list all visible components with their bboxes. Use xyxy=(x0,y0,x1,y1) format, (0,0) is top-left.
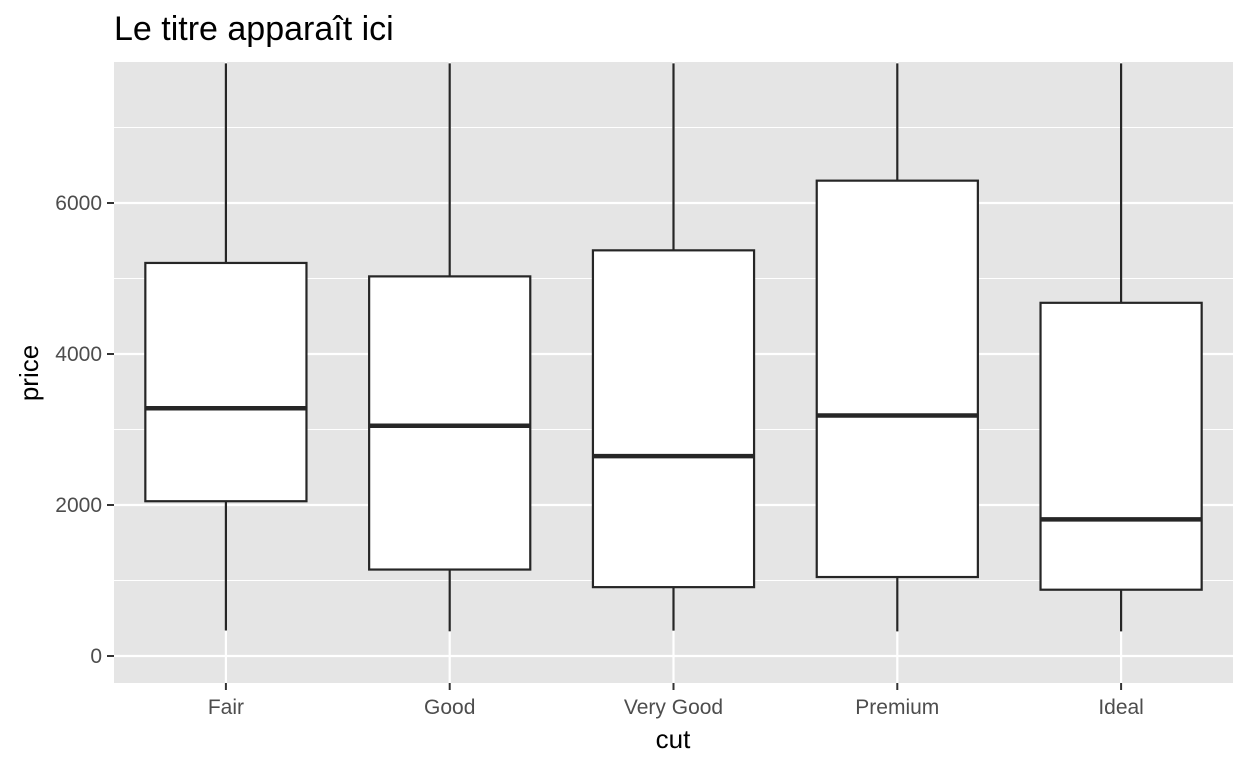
y-tick-label: 0 xyxy=(90,645,102,668)
y-axis-title: price xyxy=(14,345,44,401)
box-iqr xyxy=(591,249,756,589)
y-tick-label: 2000 xyxy=(55,494,102,517)
x-axis-title: cut xyxy=(656,724,691,754)
y-tick-label: 6000 xyxy=(55,192,102,215)
x-tick-label: Fair xyxy=(208,696,244,719)
x-tick-label: Very Good xyxy=(624,696,723,719)
x-tick-label: Good xyxy=(424,696,475,719)
box-iqr xyxy=(144,261,308,503)
box-layer xyxy=(144,63,1203,632)
y-tick-label: 4000 xyxy=(55,343,102,366)
x-tick-label: Premium xyxy=(855,696,939,719)
axes: 0 2000 4000 6000 Fair Good Very Good Premium Ide… xyxy=(55,192,1144,719)
box-iqr xyxy=(368,275,532,571)
chart-title: Le titre apparaît ici xyxy=(114,10,394,48)
box-iqr xyxy=(1039,301,1203,591)
box-iqr xyxy=(815,179,979,579)
x-tick-label: Ideal xyxy=(1098,696,1144,719)
